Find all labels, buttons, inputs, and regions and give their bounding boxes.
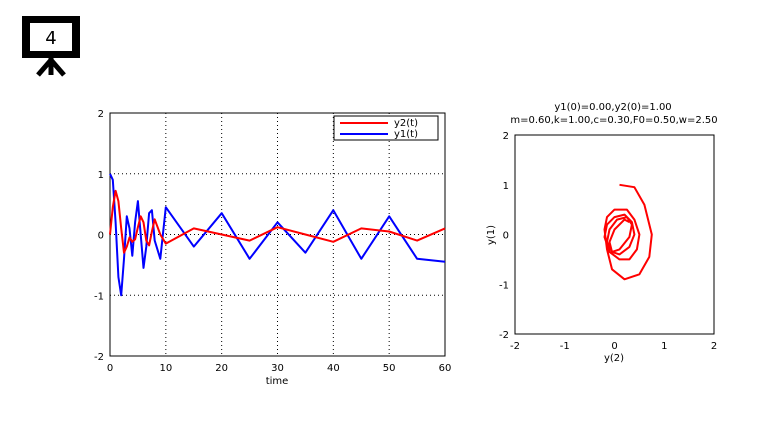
phase-title: y1(0)=0.00,y2(0)=1.00 <box>554 102 671 113</box>
legend: y2(t) y1(t) <box>333 115 439 141</box>
x-tick-label: 20 <box>215 363 228 374</box>
phase-y-tick-label: -1 <box>499 280 509 291</box>
phase-plot-chart: y1(0)=0.00,y2(0)=1.00 m=0.60,k=1.00,c=0.… <box>486 102 718 364</box>
y-tick-label: -1 <box>94 291 104 302</box>
x-tick-label: 40 <box>327 363 340 374</box>
phase-x-tick-label: 0 <box>611 341 617 352</box>
slide-number-icon: 4 <box>22 16 80 77</box>
phase-x-axis-label: y(2) <box>604 353 624 364</box>
x-tick-label: 0 <box>107 363 113 374</box>
x-tick-label: 30 <box>271 363 284 374</box>
x-tick-label: 50 <box>383 363 396 374</box>
legend-label-y2: y2(t) <box>394 118 418 129</box>
phase-y-tick-label: -2 <box>499 330 509 341</box>
phase-x-tick-label: -1 <box>560 341 570 352</box>
phase-plot-area <box>514 134 715 335</box>
phase-y-tick-label: 1 <box>503 181 509 192</box>
y-tick-label: -2 <box>94 352 104 363</box>
phase-y-tick-label: 2 <box>503 131 509 142</box>
phase-y-axis-label: y(1) <box>486 225 497 245</box>
x-axis-label: time <box>266 376 289 387</box>
phase-x-tick-label: -2 <box>510 341 520 352</box>
legend-label-y1: y1(t) <box>394 129 418 140</box>
phase-x-tick-label: 2 <box>711 341 717 352</box>
y-tick-label: 1 <box>98 170 104 181</box>
time-series-chart: 0 10 20 30 40 50 60 -2 -1 0 1 2 time y2(t) y1(t) <box>94 109 451 387</box>
x-tick-label: 10 <box>159 363 172 374</box>
slide-number: 4 <box>45 28 56 49</box>
phase-y-tick-label: 0 <box>503 231 509 242</box>
y-tick-label: 0 <box>98 231 104 242</box>
series-line-y2t <box>109 189 446 254</box>
phase-trajectory-line <box>603 183 653 281</box>
phase-subtitle: m=0.60,k=1.00,c=0.30,F0=0.50,w=2.50 <box>510 115 717 126</box>
x-tick-label: 60 <box>439 363 452 374</box>
series-line-y1t <box>109 173 446 297</box>
y-tick-label: 2 <box>98 109 104 120</box>
phase-x-tick-label: 1 <box>661 341 667 352</box>
